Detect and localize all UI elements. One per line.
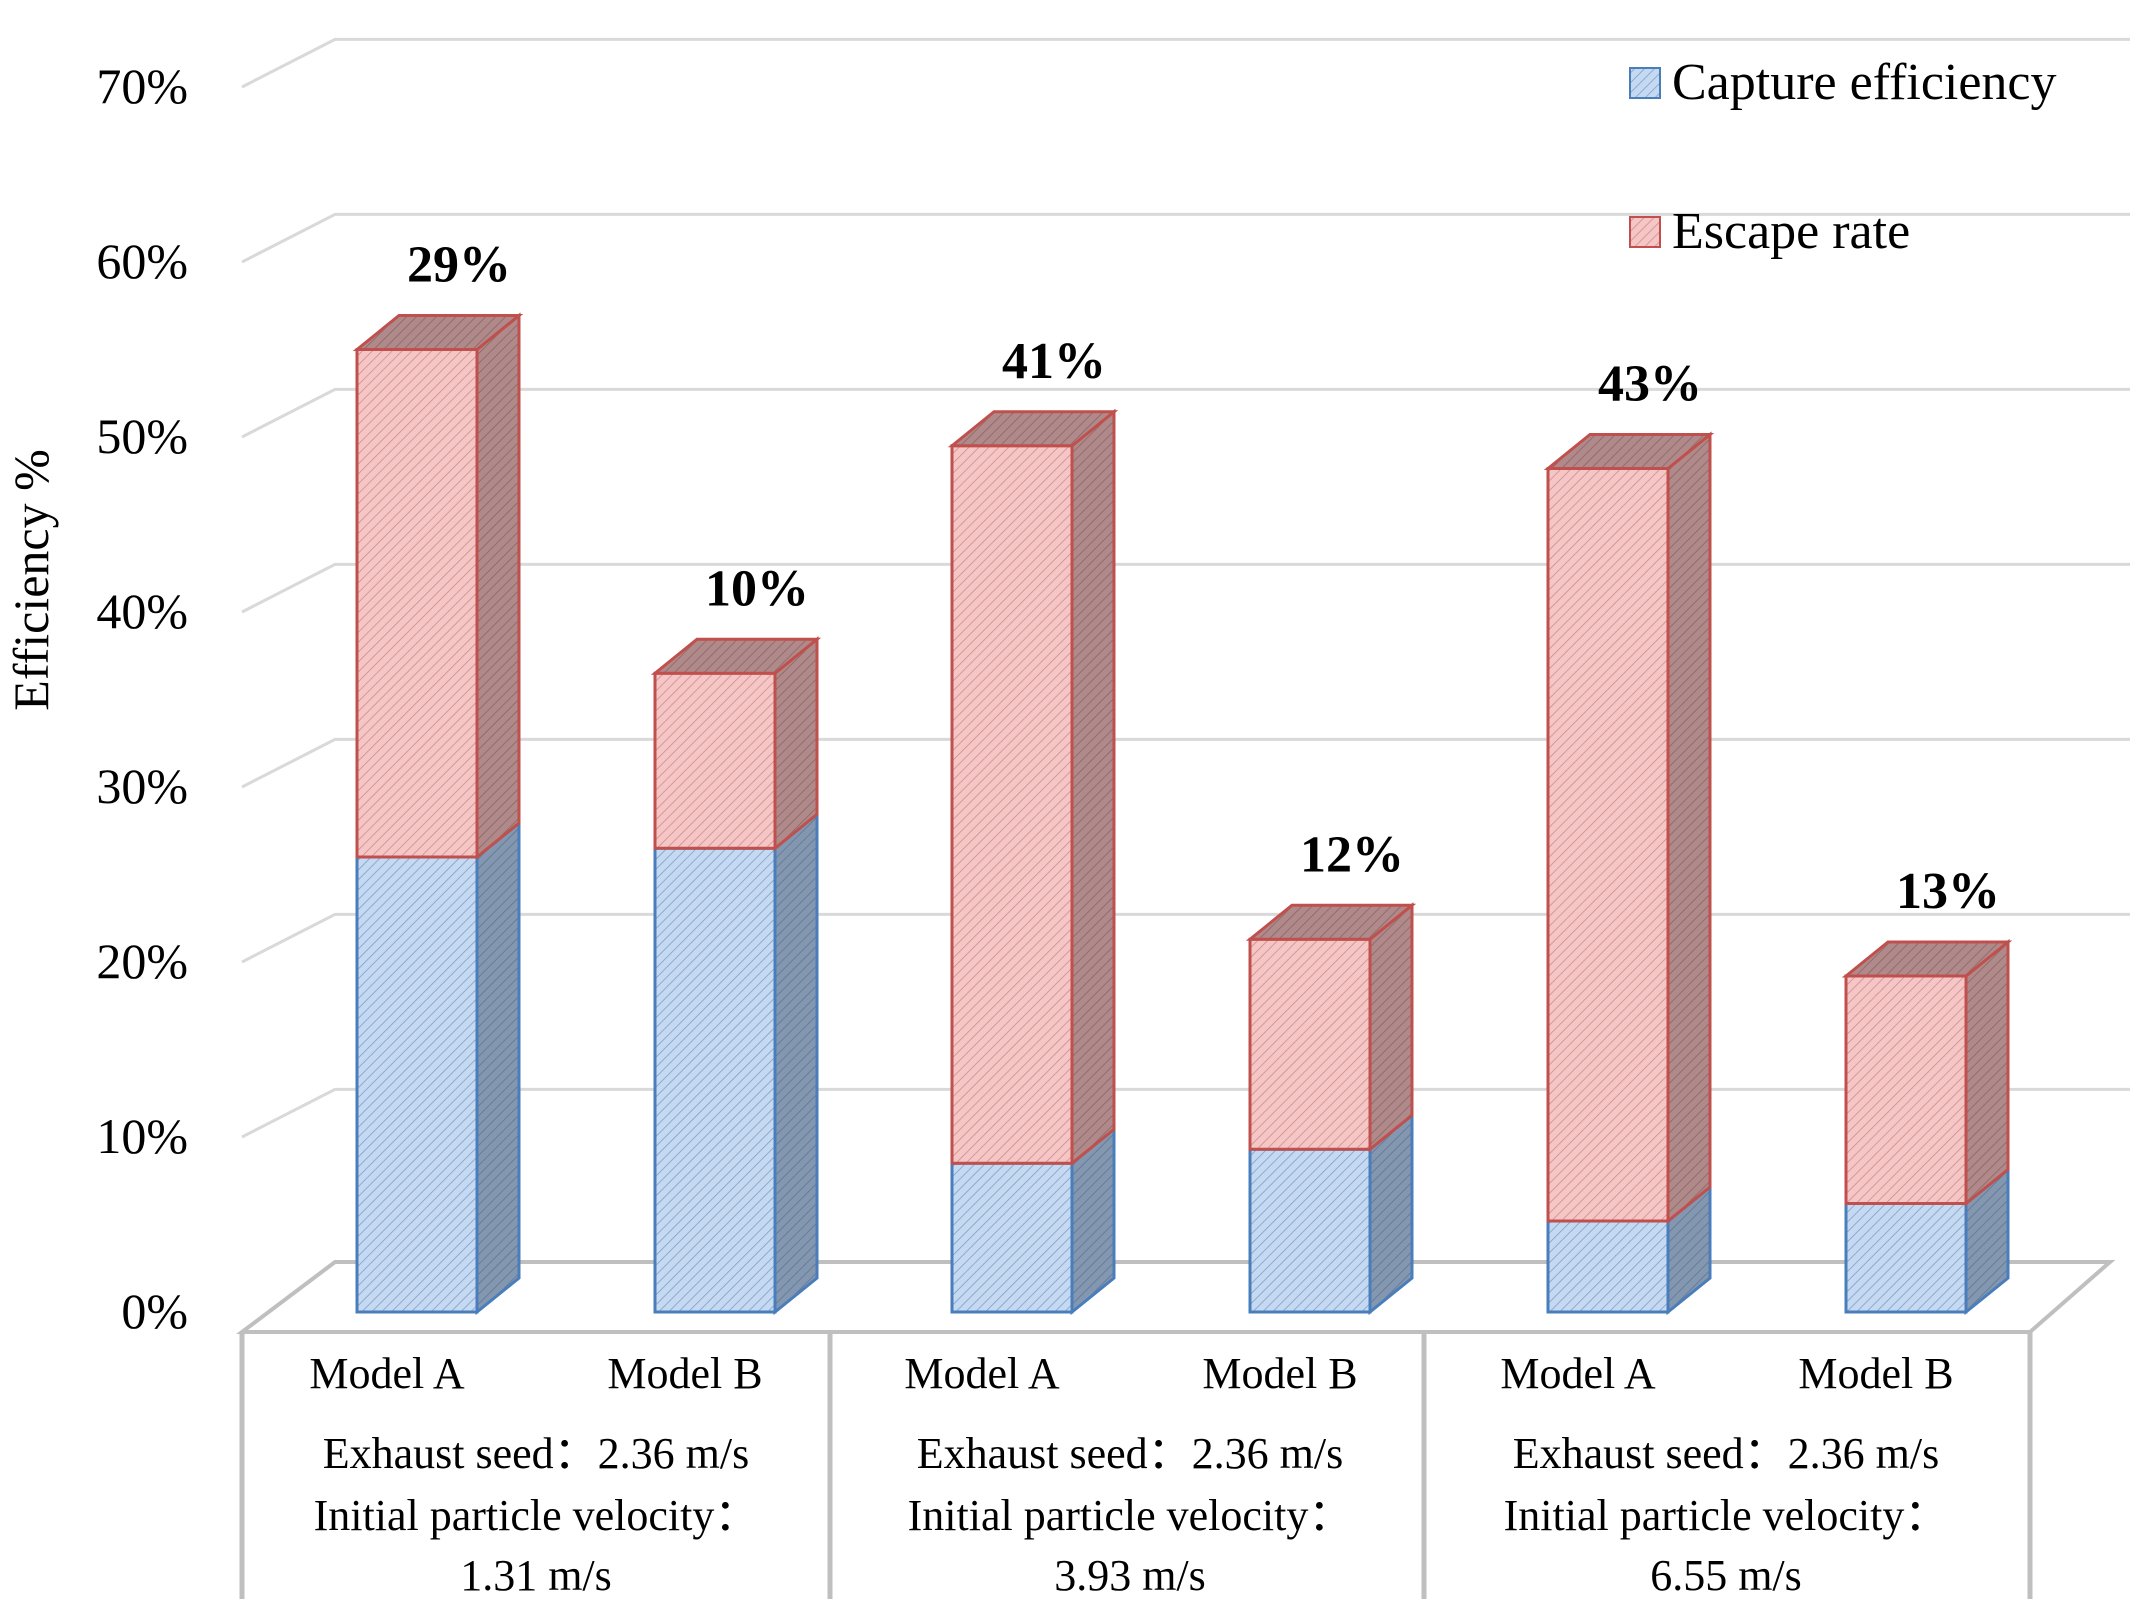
- data-label: 13%: [1896, 863, 2000, 920]
- bar-capture: [1546, 1219, 1670, 1314]
- bar-side-escape: [475, 312, 521, 861]
- bar-escape: [653, 671, 777, 850]
- bar-capture: [653, 846, 777, 1314]
- legend-swatch-capture: [1629, 67, 1661, 99]
- data-label: 41%: [1002, 333, 1106, 390]
- y-tick-label: 10%: [96, 1108, 188, 1164]
- gridline: [241, 737, 2130, 789]
- y-tick-label: 30%: [96, 758, 188, 814]
- bar-top-escape: [1841, 940, 2013, 978]
- x-group-label: Exhaust seed：2.36 m/s: [323, 1429, 750, 1478]
- gridline: [241, 37, 2130, 89]
- legend-label-escape: Escape rate: [1672, 203, 1910, 260]
- data-label: 43%: [1598, 356, 1702, 413]
- bar-escape: [1248, 937, 1372, 1151]
- y-axis-ticks: 0% 10% 20% 30% 40% 50% 60% 70%: [96, 58, 188, 1339]
- bar-top-escape: [650, 637, 822, 675]
- y-axis-title: Efficiency %: [3, 449, 59, 710]
- bar-capture: [950, 1161, 1074, 1314]
- bar-escape: [355, 348, 479, 859]
- data-label: 10%: [705, 560, 809, 617]
- gridline: [241, 1087, 2130, 1139]
- bar-side-capture: [773, 811, 819, 1316]
- bar-side-escape: [1964, 938, 2010, 1207]
- x-tick-label: Model B: [1798, 1349, 1953, 1398]
- gridline: [241, 212, 2130, 264]
- bars: [352, 312, 2013, 1316]
- y-tick-label: 60%: [96, 233, 188, 289]
- x-group-label: 6.55 m/s: [1650, 1551, 1802, 1599]
- x-tick-label: Model A: [1500, 1349, 1655, 1398]
- bar-escape: [1844, 974, 1968, 1205]
- data-label: 12%: [1300, 826, 1404, 883]
- bar-top-escape: [1543, 433, 1715, 470]
- bar-capture: [355, 855, 479, 1314]
- chart-floor: [236, 1260, 2116, 1334]
- x-group-label: 1.31 m/s: [460, 1551, 612, 1599]
- legend-label-capture: Capture efficiency: [1672, 54, 2057, 111]
- bar-top-escape: [352, 314, 524, 351]
- y-tick-label: 20%: [96, 933, 188, 989]
- data-labels: 29% 10% 41% 12% 43% 13%: [407, 237, 2000, 921]
- x-axis-table: Model A Model B Model A Model B Model A Model…: [239, 1332, 2033, 1600]
- x-group-label: Exhaust seed：2.36 m/s: [1513, 1429, 1940, 1478]
- bar-side-escape: [1666, 431, 1712, 1225]
- data-label: 29%: [407, 237, 511, 294]
- x-tick-label: Model A: [309, 1349, 464, 1398]
- y-tick-label: 70%: [96, 58, 188, 114]
- gridline: [241, 912, 2130, 964]
- x-group-label: Initial particle velocity：: [1504, 1491, 1949, 1540]
- y-tick-label: 0%: [121, 1283, 188, 1339]
- gridlines: [241, 37, 2130, 1139]
- legend-swatch-escape: [1629, 216, 1661, 248]
- x-group-label: Exhaust seed：2.36 m/s: [917, 1429, 1344, 1478]
- bar-side-escape: [1070, 408, 1116, 1167]
- x-tick-label: Model A: [904, 1349, 1059, 1398]
- floor-plane: [236, 1260, 2116, 1334]
- gridline: [241, 387, 2130, 439]
- bar-side-capture: [475, 819, 521, 1316]
- bar-side-escape: [773, 636, 819, 852]
- x-group-label: Initial particle velocity：: [908, 1491, 1353, 1540]
- bar-escape: [1546, 467, 1670, 1223]
- x-group-label: 3.93 m/s: [1054, 1551, 1206, 1599]
- x-tick-label: Model B: [1202, 1349, 1357, 1398]
- bar-side-escape: [1368, 902, 1414, 1153]
- bar-top-escape: [1245, 903, 1417, 941]
- x-tick-label: Model B: [607, 1349, 762, 1398]
- gridline: [241, 562, 2130, 614]
- legend: Capture efficiency Escape rate: [1629, 54, 2057, 260]
- bar-capture: [1844, 1202, 1968, 1314]
- y-tick-label: 50%: [96, 408, 188, 464]
- bar-capture: [1248, 1147, 1372, 1314]
- bar-escape: [950, 444, 1074, 1165]
- y-tick-label: 40%: [96, 583, 188, 639]
- bar-top-escape: [947, 410, 1119, 448]
- x-group-label: Initial particle velocity：: [314, 1491, 759, 1540]
